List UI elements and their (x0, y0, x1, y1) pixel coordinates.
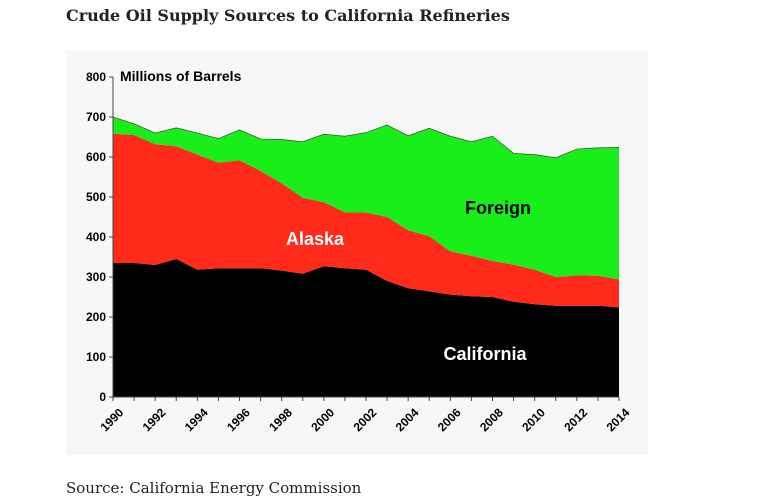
x-tick-label: 1998 (266, 405, 295, 434)
source-note: Source: California Energy Commission (66, 479, 362, 497)
chart-panel: 0 100 200 300 400 500 600 700 800 1990 1992 1994 19… (66, 50, 648, 455)
x-tick-label: 2014 (604, 405, 633, 434)
annotation-alaska: Alaska (286, 229, 345, 249)
y-axis-ticks: 0 100 200 300 400 500 600 700 800 (86, 70, 113, 404)
x-tick-label: 1990 (98, 405, 127, 434)
y-tick-label: 0 (99, 390, 106, 404)
y-tick-label: 600 (86, 150, 106, 164)
area-california (113, 259, 619, 397)
area-layers (112, 116, 620, 397)
y-tick-label: 500 (86, 190, 106, 204)
y-tick-label: 300 (86, 270, 106, 284)
x-tick-label: 2008 (477, 405, 506, 434)
units-label: Millions of Barrels (120, 68, 242, 84)
x-tick-label: 2000 (308, 405, 337, 434)
x-axis-ticks: 1990 1992 1994 1996 1998 2000 2002 2004 2006 2008… (98, 397, 633, 434)
y-tick-label: 400 (86, 230, 106, 244)
x-tick-label: 2006 (435, 405, 464, 434)
page-title: Crude Oil Supply Sources to California R… (66, 6, 510, 25)
x-tick-label: 1996 (224, 405, 253, 434)
annotation-foreign: Foreign (465, 198, 531, 218)
y-tick-label: 100 (86, 350, 106, 364)
x-tick-label: 2004 (393, 405, 422, 434)
area-alaska (113, 133, 619, 308)
y-tick-label: 700 (86, 110, 106, 124)
x-tick-label: 2002 (351, 405, 380, 434)
y-tick-label: 800 (86, 70, 106, 84)
area-foreign (113, 117, 619, 280)
x-tick-label: 1992 (140, 405, 169, 434)
stack-top-outline (112, 116, 620, 159)
x-tick-label: 1994 (182, 405, 211, 434)
y-tick-label: 200 (86, 310, 106, 324)
annotation-california: California (443, 344, 527, 364)
x-tick-label: 2012 (561, 405, 590, 434)
x-tick-label: 2010 (519, 405, 548, 434)
